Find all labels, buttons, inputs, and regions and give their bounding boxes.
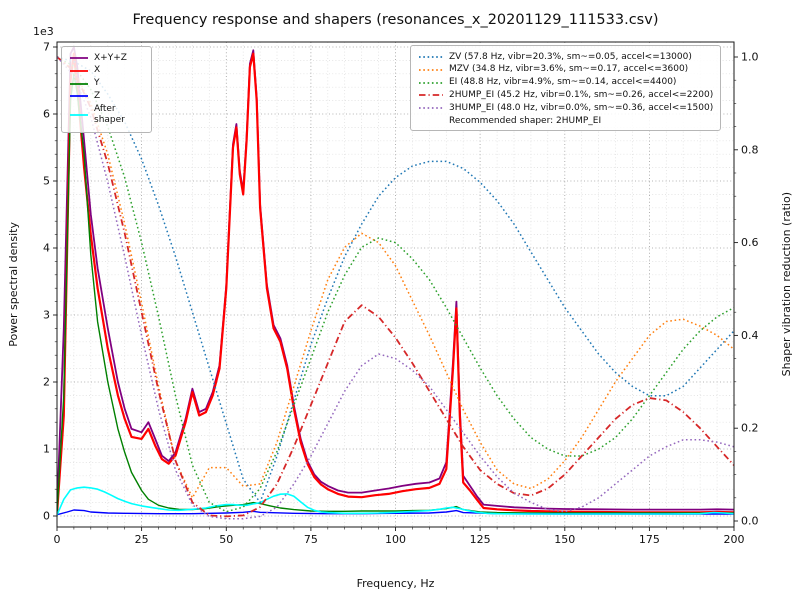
y-right-tick-label: 0.8 [741,143,759,156]
y-left-tick-label: 3 [43,309,50,322]
legend-label: X+Y+Z [94,52,127,63]
y-right-tick-label: 0.6 [741,236,759,249]
legend-line-sample [70,82,88,85]
right-axis-title-text: Shaper vibration reduction (ratio) [779,192,793,377]
legend-label: 2HUMP_EI (45.2 Hz, vibr=0.1%, sm~=0.26, … [449,89,714,100]
y-right-tick-label: 0.4 [741,329,759,342]
x-axis-title: Frequency, Hz [356,577,435,590]
legend-item-shaper-mzv: MZV (34.8 Hz, vibr=3.6%, sm~=0.17, accel… [418,64,713,75]
legend-label: After shaper [94,103,125,125]
legend-item-psd-after-shaper: After shaper [69,104,144,127]
psd-legend: X+Y+Z X Y Z After shaper [61,46,152,133]
legend-item-shaper-2hump-ei: 2HUMP_EI (45.2 Hz, vibr=0.1%, sm~=0.26, … [418,90,713,101]
legend-item-psd-y: Y [69,78,144,89]
legend-line-sample [70,95,88,98]
legend-line-sample [419,94,443,97]
left-axis-title: Power spectral density [4,42,22,527]
right-axis-title: Shaper vibration reduction (ratio) [777,42,795,527]
x-tick-label: 200 [724,533,745,546]
x-tick-label: 50 [219,533,233,546]
shaper-legend: ZV (57.8 Hz, vibr=20.3%, sm~=0.05, accel… [410,45,722,131]
legend-item-shaper-zv: ZV (57.8 Hz, vibr=20.3%, sm~=0.05, accel… [418,52,713,63]
legend-item-psd-z: Z [69,91,144,102]
series-shaper-3hump-ei [57,56,734,520]
x-tick-label: 0 [54,533,61,546]
series-curves [57,46,734,520]
legend-item-psd-x: X [69,65,144,76]
x-tick-label: 100 [385,533,406,546]
legend-label: MZV (34.8 Hz, vibr=3.6%, sm~=0.17, accel… [449,64,689,75]
legend-label: X [94,65,101,76]
series-psd-z [57,509,734,516]
legend-line-sample [419,68,443,71]
y-left-tick-label: 6 [43,108,50,121]
recommended-shaper-note: Recommended shaper: 2HUMP_EI [449,115,602,126]
y-left-tick-label: 4 [43,242,50,255]
x-tick-label: 25 [135,533,149,546]
legend-item-psd-sum: X+Y+Z [69,53,144,64]
legend-label: ZV (57.8 Hz, vibr=20.3%, sm~=0.05, accel… [449,51,692,62]
series-psd-sum [57,46,734,513]
legend-line-sample [70,69,88,72]
series-shaper-ei [57,56,734,513]
legend-label: Y [94,78,100,88]
series-psd-x [57,52,734,515]
legend-line-sample [70,113,88,116]
legend-item-shaper-ei: EI (48.8 Hz, vibr=4.9%, sm~=0.14, accel<… [418,77,713,88]
x-tick-label: 150 [554,533,575,546]
series-shaper-zv [57,56,734,504]
legend-line-sample [70,57,88,60]
legend-line-sample [419,56,443,59]
legend-label: EI (48.8 Hz, vibr=4.9%, sm~=0.14, accel<… [449,77,677,87]
x-tick-label: 175 [639,533,660,546]
y-left-tick-label: 1 [43,443,50,456]
y-right-tick-label: 1.0 [741,51,759,64]
chart-title: Frequency response and shapers (resonanc… [132,12,659,28]
left-axis-scale-label: 1e3 [33,25,54,38]
legend-item-shaper-3hump-ei: 3HUMP_EI (48.0 Hz, vibr=0.0%, sm~=0.36, … [418,103,713,114]
y-right-tick-label: 0.2 [741,422,759,435]
legend-line-sample [419,81,443,84]
grid-major [56,42,735,527]
y-right-tick-label: 0.0 [741,515,759,528]
series-psd-y [57,73,734,514]
y-left-tick-label: 7 [43,41,50,54]
y-left-tick-label: 0 [43,510,50,523]
legend-label: Z [94,90,101,101]
series-psd-after-shaper [57,486,734,516]
y-left-tick-label: 5 [43,175,50,188]
legend-line-sample [419,107,443,110]
y-left-tick-label: 2 [43,376,50,389]
x-tick-label: 75 [304,533,318,546]
legend-label: 3HUMP_EI (48.0 Hz, vibr=0.0%, sm~=0.36, … [449,102,714,113]
axis-ticks: 0 25 50 75 100 125 150 175 200 0 1 2 3 4 5 6 7 0.0 0.2 0.4 0… [43,41,759,547]
left-axis-title-text: Power spectral density [6,222,20,347]
x-tick-label: 125 [470,533,491,546]
series-shaper-2hump-ei [57,56,734,518]
